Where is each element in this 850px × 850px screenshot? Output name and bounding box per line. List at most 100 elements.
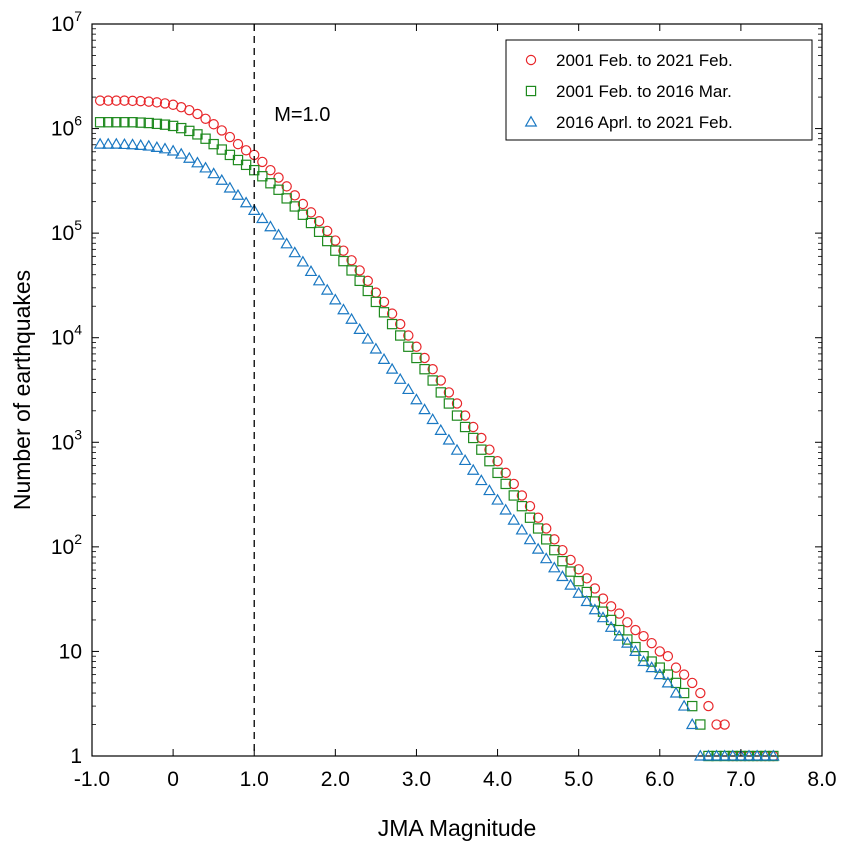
series-2-point [330, 245, 341, 256]
series-3-point [280, 237, 293, 249]
series-1-point [476, 432, 487, 444]
series-1-point [111, 95, 122, 106]
series-2-point [273, 184, 284, 195]
y-tick-label: 103 [51, 426, 82, 454]
series-1-point [427, 363, 438, 375]
series-3-point [434, 423, 448, 435]
series-2-point [549, 544, 560, 556]
series-1-point [265, 164, 276, 176]
series-2-point [411, 352, 422, 364]
x-tick-label: 6.0 [645, 768, 674, 791]
series-2-point [605, 614, 617, 626]
y-tick-label: 106 [51, 113, 82, 141]
series-2-point [240, 159, 252, 171]
series-3-point [612, 629, 626, 641]
series-1-point [330, 235, 341, 246]
series-3-point [410, 393, 423, 405]
series-2-point [167, 120, 179, 132]
series-1 [94, 95, 779, 762]
series-2-point [313, 226, 325, 238]
x-tick-label: 7.0 [726, 768, 755, 791]
series-3-point [296, 255, 310, 267]
series-3-point [223, 181, 237, 193]
series-2-point [516, 500, 528, 512]
series-2-point [565, 566, 576, 577]
series-2-point [143, 117, 154, 129]
series-2-point [386, 318, 398, 330]
series-1-point [670, 662, 682, 673]
series-2-point [524, 512, 536, 523]
series-3-point [677, 699, 691, 711]
series-2-point [346, 265, 357, 276]
series-2-point [200, 133, 211, 144]
series-3-point [329, 293, 342, 305]
series-3-point [207, 167, 220, 179]
series-2-point [427, 375, 438, 386]
series-3-point [93, 137, 107, 149]
series-3-point [345, 312, 358, 324]
plot-box [91, 23, 823, 757]
series-1-point [386, 308, 398, 319]
series-1-point [257, 156, 268, 168]
series-1-point [638, 630, 649, 642]
series-3-point [247, 203, 261, 215]
series-1-point [549, 534, 560, 545]
series-3-point [418, 403, 431, 415]
series-2-point [119, 117, 130, 128]
series-1-point [541, 523, 552, 534]
series-3-point [580, 595, 594, 607]
series-3-point [604, 620, 618, 632]
series-3-point [726, 749, 740, 761]
series-1-point [516, 490, 528, 501]
series-2-point [94, 117, 106, 128]
series-3-point [426, 413, 439, 425]
series-2-point [395, 330, 406, 341]
series-2-point [459, 421, 471, 433]
series-2-point [159, 119, 171, 130]
series-2-point [265, 178, 276, 189]
series-3-point [158, 142, 172, 154]
series-3-point [758, 749, 772, 761]
series-1-point [119, 95, 130, 106]
x-tick-label: 3.0 [402, 768, 431, 791]
series-1-point [305, 207, 317, 218]
series-2-point [419, 363, 430, 375]
series-1-point [492, 455, 503, 467]
series-1-point [94, 95, 106, 106]
series-3-point [450, 443, 464, 455]
series-2-point [557, 555, 568, 567]
series-2-point [614, 624, 625, 636]
series-1-point [419, 352, 430, 364]
series-layer [93, 95, 780, 762]
y-tick-label: 104 [51, 322, 82, 350]
series-1-point [646, 637, 657, 649]
series-1-point [719, 719, 730, 730]
series-2-point [111, 117, 122, 128]
series-3-point [353, 322, 366, 335]
series-3-point [661, 676, 675, 688]
series-2-point [378, 307, 390, 318]
series-3-point [734, 749, 748, 761]
series-1-point [281, 181, 292, 192]
plot-area [91, 23, 823, 757]
series-3-point [361, 332, 375, 344]
series-3-point [539, 552, 553, 564]
series-1-point [159, 98, 171, 109]
series-1-point [508, 478, 519, 490]
legend-box [505, 39, 813, 141]
series-3-point [669, 686, 683, 698]
series-1-point [605, 601, 617, 612]
series-2-point [476, 444, 487, 455]
series-3-point [239, 196, 253, 208]
series-1-point [614, 608, 625, 619]
series-1-point [662, 651, 674, 662]
series-3-point [750, 749, 764, 761]
series-1-point [103, 95, 114, 106]
series-1-point [240, 145, 252, 156]
series-3-point [637, 655, 650, 667]
series-3-point [288, 246, 302, 258]
series-2-point [216, 144, 227, 155]
legend-label: 2016 Aprl. to 2021 Feb. [556, 113, 733, 132]
series-3-point [166, 144, 180, 156]
series-1-point [289, 190, 300, 201]
